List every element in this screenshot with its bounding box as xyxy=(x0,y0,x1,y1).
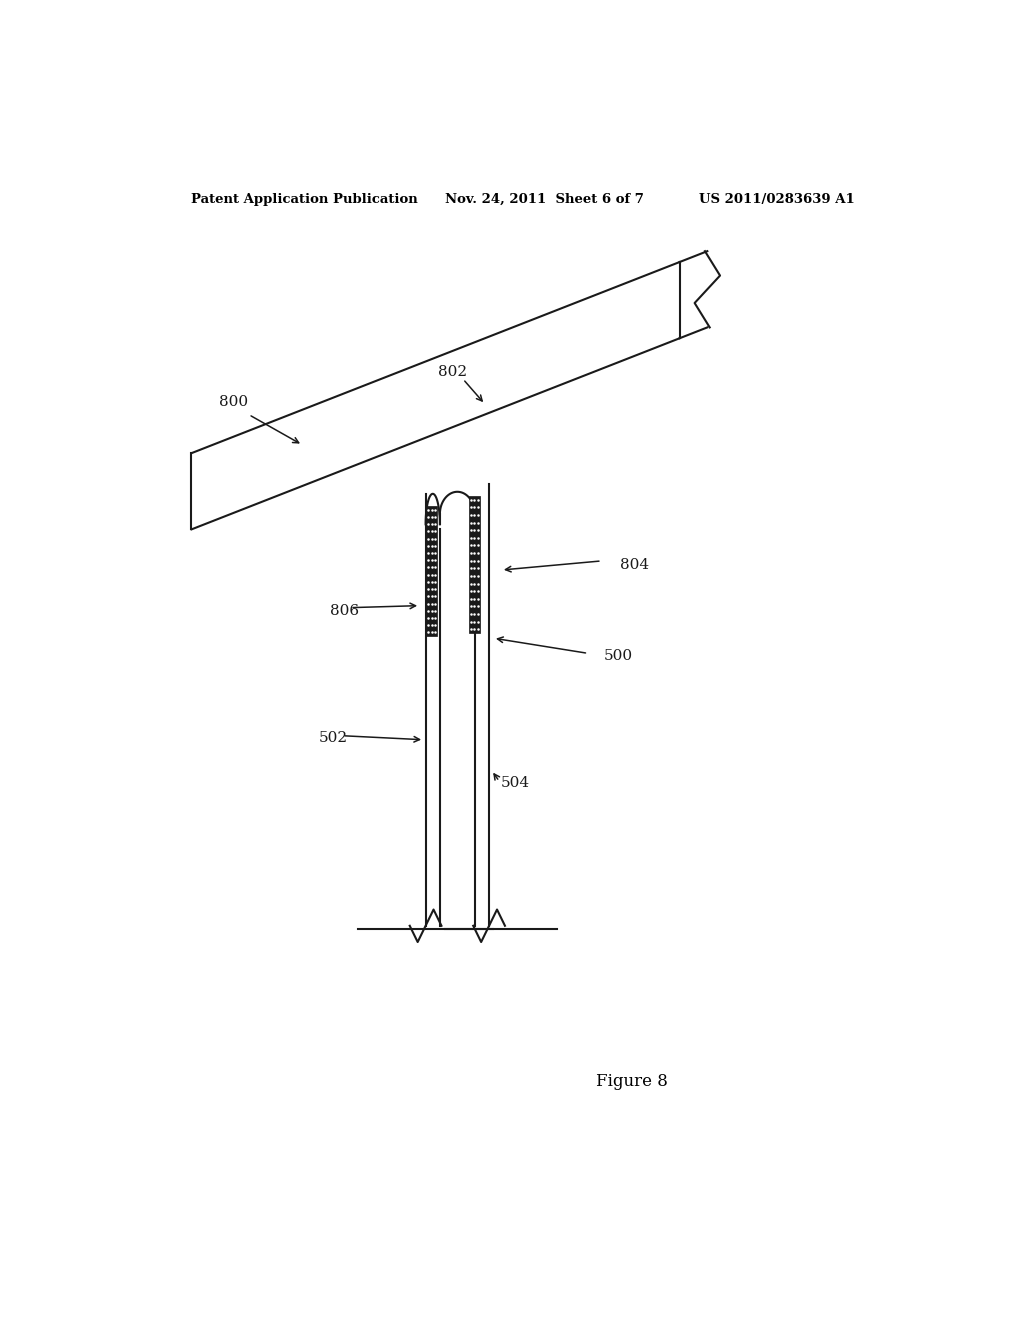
Bar xyxy=(426,506,436,636)
Text: 502: 502 xyxy=(318,731,347,744)
Text: US 2011/0283639 A1: US 2011/0283639 A1 xyxy=(699,193,855,206)
Text: 804: 804 xyxy=(620,558,649,572)
Text: Nov. 24, 2011  Sheet 6 of 7: Nov. 24, 2011 Sheet 6 of 7 xyxy=(445,193,644,206)
Bar xyxy=(469,496,479,634)
Text: 504: 504 xyxy=(501,776,530,791)
Text: 802: 802 xyxy=(437,364,467,379)
Text: 500: 500 xyxy=(604,649,633,664)
Text: 806: 806 xyxy=(331,603,359,618)
Text: Figure 8: Figure 8 xyxy=(596,1073,668,1090)
Text: 800: 800 xyxy=(219,395,249,409)
Text: Patent Application Publication: Patent Application Publication xyxy=(191,193,418,206)
